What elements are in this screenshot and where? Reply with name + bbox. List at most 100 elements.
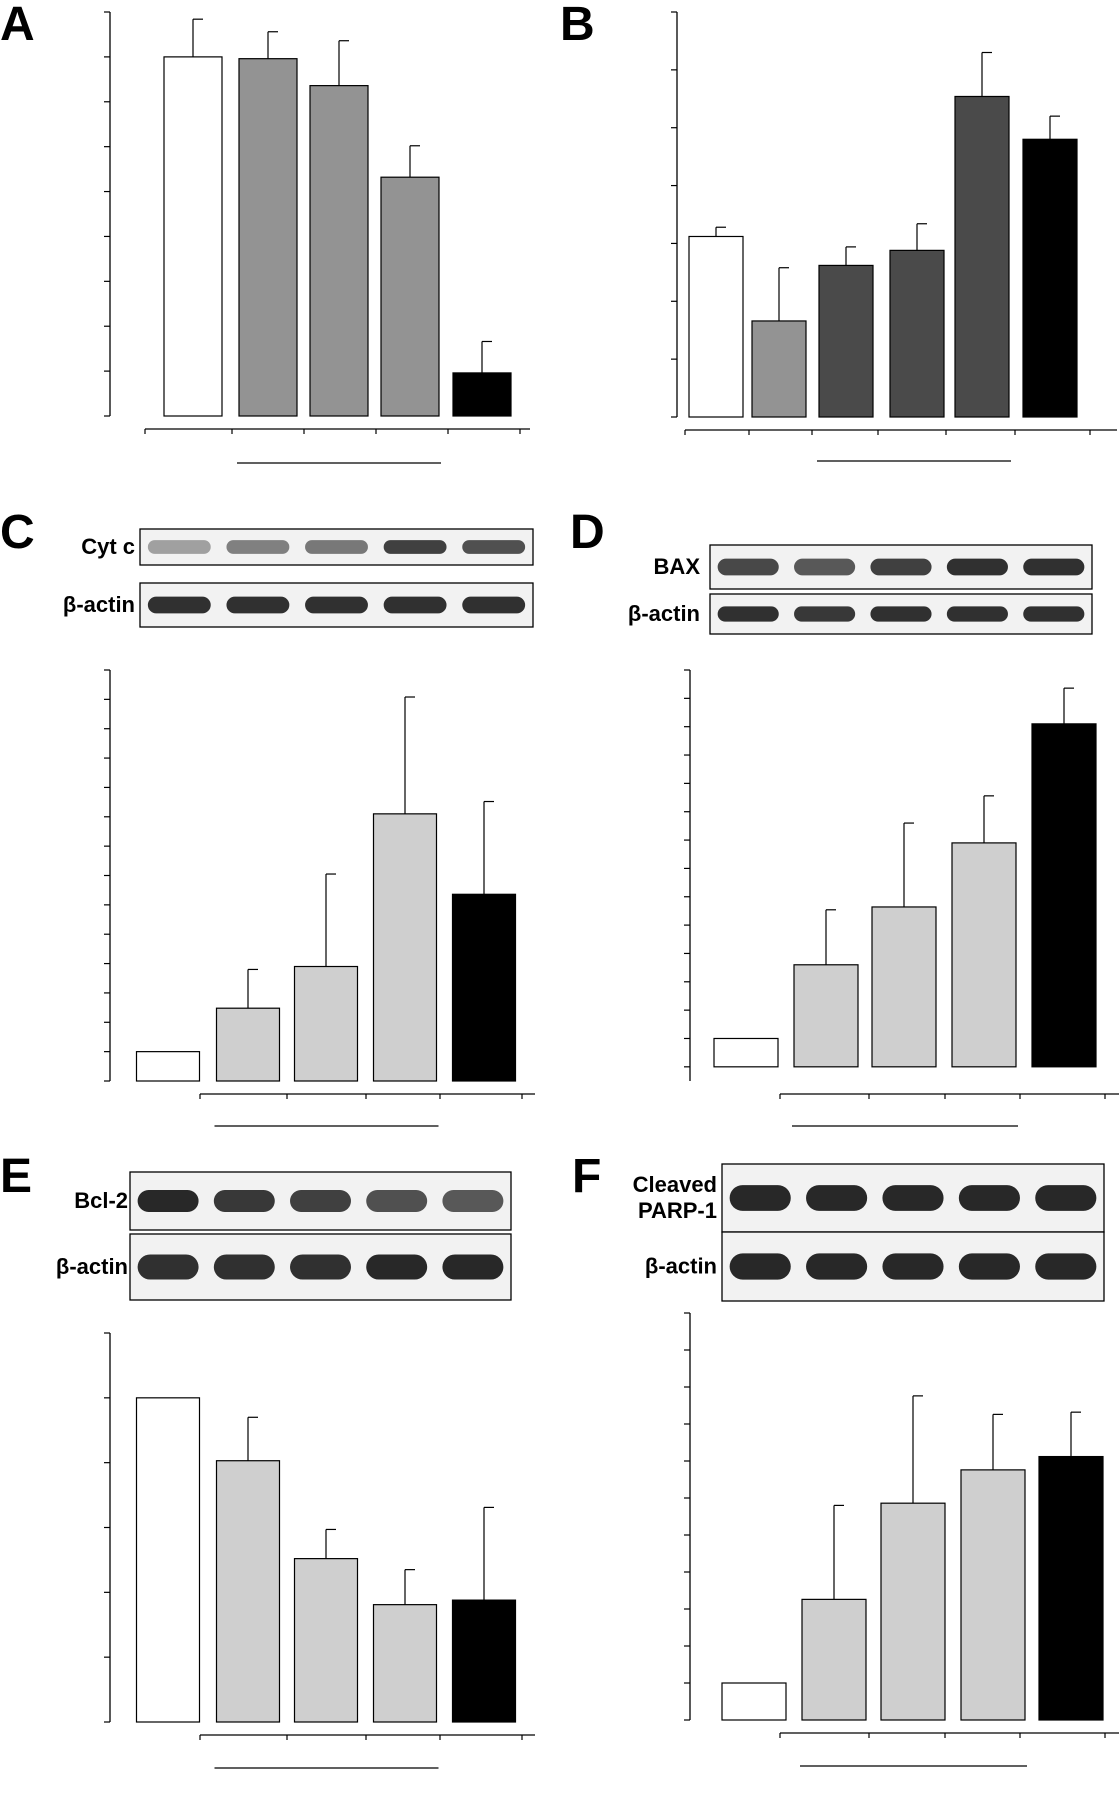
blot-label: β-actin [63, 592, 135, 617]
panel-letter: B [560, 0, 595, 51]
bar [215, 1460, 281, 1723]
bar [452, 372, 512, 417]
bar [372, 813, 438, 1082]
blot-band [137, 1254, 199, 1280]
blot-band [137, 1189, 199, 1213]
blot-band [729, 1185, 791, 1211]
blot-band [794, 606, 856, 622]
blot-label-line: Bcl-2 [74, 1188, 128, 1213]
blot-band [882, 1253, 944, 1280]
bar [293, 1558, 359, 1723]
blot-band [305, 596, 368, 614]
blot-label: β-actin [628, 601, 700, 626]
western-blot-strip: Cyt c [81, 528, 534, 566]
blot-label-line: β-actin [63, 592, 135, 617]
western-blot-strip: β-actin [645, 1231, 1105, 1302]
blot-band [366, 1254, 428, 1280]
panel-c: C Cyt c β-actin [0, 506, 535, 1127]
blot-label: β-actin [56, 1254, 128, 1279]
blot-band [870, 606, 932, 622]
panel-b: B [560, 0, 1117, 462]
blot-band [958, 1185, 1020, 1211]
western-blot-strip: β-actin [628, 593, 1093, 635]
bar [889, 249, 945, 418]
western-blot-strip: β-actin [56, 1233, 512, 1301]
blot-label-line: β-actin [645, 1254, 717, 1279]
blot-band [1035, 1185, 1097, 1211]
blot-band [806, 1185, 868, 1211]
bar [801, 1598, 867, 1721]
panel-a: A [0, 0, 530, 464]
bar [451, 1599, 517, 1723]
bar [163, 56, 223, 417]
blot-band [213, 1254, 275, 1280]
blot-band [882, 1185, 944, 1211]
blot-band [290, 1189, 351, 1213]
panel-letter: F [572, 1150, 601, 1203]
western-blot-strip: β-actin [63, 582, 534, 628]
western-blot-strip: Bcl-2 [74, 1171, 512, 1231]
blot-band [442, 1189, 504, 1213]
blot-band [305, 540, 368, 554]
blot-band [226, 540, 290, 554]
bar [951, 842, 1017, 1068]
blot-band [383, 596, 447, 614]
blot-band [946, 558, 1008, 576]
bar [721, 1682, 787, 1721]
bar [713, 1037, 779, 1068]
bar [960, 1469, 1026, 1721]
bar [238, 58, 298, 417]
bar [1022, 138, 1078, 418]
blot-label: Cyt c [81, 534, 135, 559]
blot-band [729, 1253, 791, 1280]
blot-label: BAX [654, 554, 701, 579]
panel-letter: C [0, 506, 35, 559]
blot-band [1023, 606, 1085, 622]
panel-d: D BAX β-actin [570, 506, 1119, 1127]
bar [751, 320, 807, 418]
blot-label-line: β-actin [56, 1254, 128, 1279]
blot-band [1035, 1253, 1097, 1280]
blot-band [946, 606, 1008, 622]
bar [135, 1397, 201, 1723]
panel-e: E Bcl-2 β-actin [0, 1150, 535, 1769]
blot-band [717, 558, 779, 576]
bar [451, 893, 517, 1082]
blot-band [717, 606, 779, 622]
blot-band [794, 558, 856, 576]
blot-label-line: PARP-1 [638, 1198, 717, 1223]
panel-letter: D [570, 506, 605, 559]
blot-band [383, 540, 447, 554]
western-blot-strip: BAX [654, 544, 1093, 590]
blot-band [147, 540, 211, 554]
bar [380, 176, 440, 417]
bar [688, 235, 744, 418]
blot-label-line: β-actin [628, 601, 700, 626]
blot-band [462, 596, 526, 614]
blot-band [958, 1253, 1020, 1280]
blot-label: β-actin [645, 1254, 717, 1279]
blot-band [213, 1189, 275, 1213]
bar [1038, 1455, 1104, 1721]
bar [293, 965, 359, 1082]
blot-label-line: Cleaved [633, 1172, 717, 1197]
bar [880, 1502, 946, 1721]
blot-band [462, 540, 526, 554]
bar [135, 1051, 201, 1082]
bar [215, 1007, 281, 1082]
blot-band [147, 596, 211, 614]
blot-band [806, 1253, 868, 1280]
bar [309, 85, 369, 417]
bar [818, 264, 874, 418]
blot-label-line: BAX [654, 554, 701, 579]
bar [1031, 723, 1097, 1068]
bar [954, 95, 1010, 418]
blot-label: Bcl-2 [74, 1188, 128, 1213]
blot-band [870, 558, 932, 576]
blot-label-line: Cyt c [81, 534, 135, 559]
blot-band [366, 1189, 428, 1213]
bar [793, 964, 859, 1068]
